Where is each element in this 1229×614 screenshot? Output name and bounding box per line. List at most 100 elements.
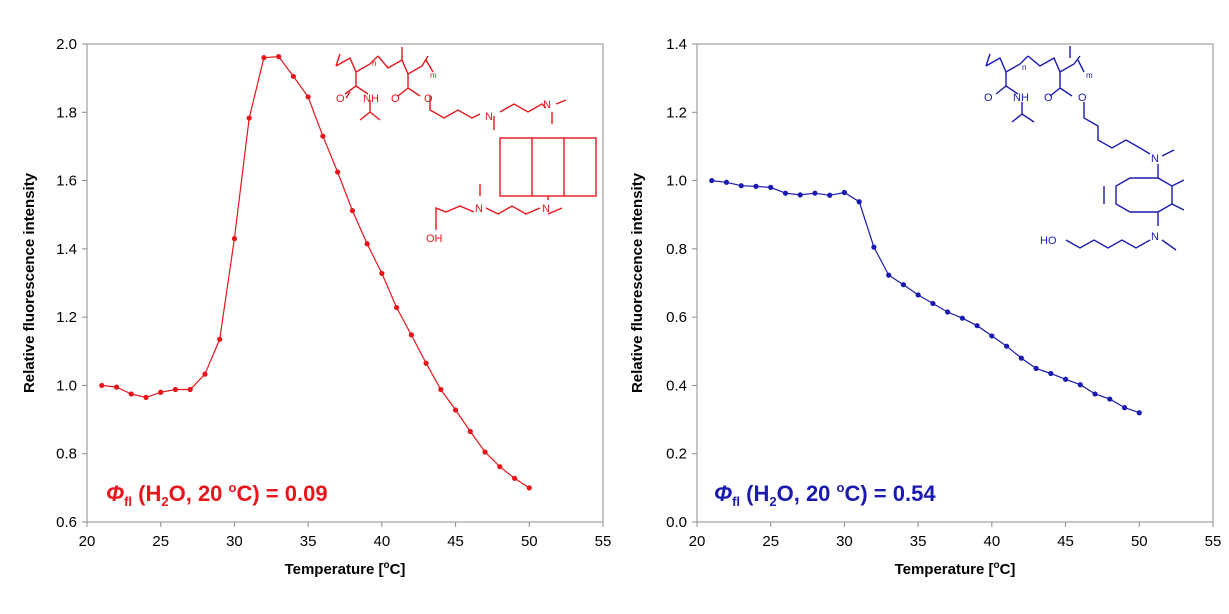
- svg-text:N: N: [485, 111, 493, 123]
- y-tick-label: 0.0: [666, 514, 687, 531]
- data-point: [379, 270, 385, 277]
- x-tick-label: 35: [910, 533, 927, 550]
- data-point: [158, 389, 164, 395]
- plot-frame: [696, 43, 1214, 523]
- x-tick-label: 20: [689, 533, 706, 550]
- data-point: [959, 315, 965, 321]
- y-tick-label: 0.8: [666, 241, 687, 258]
- data-point: [723, 179, 730, 185]
- svg-text:N: N: [1151, 231, 1159, 243]
- y-axis-label: Relative fluorescence intensity: [21, 172, 38, 393]
- quantum-yield-annotation: Φfl (H2O, 20 oC) = 0.54: [714, 480, 936, 509]
- data-point: [290, 73, 296, 80]
- data-point: [408, 332, 414, 338]
- data-point: [246, 115, 252, 121]
- y-tick-label: 1.2: [666, 104, 687, 121]
- data-point: [364, 241, 370, 247]
- series-line: [99, 54, 532, 491]
- y-tick-label: 2.0: [56, 36, 77, 53]
- data-point: [1004, 343, 1010, 349]
- data-point: [202, 371, 208, 377]
- data-point: [827, 192, 833, 198]
- data-point: [1136, 410, 1142, 416]
- data-point: [1107, 396, 1113, 402]
- y-tick-label: 1.6: [56, 173, 77, 190]
- data-point: [452, 407, 459, 413]
- y-tick-label: 0.4: [666, 377, 687, 394]
- y-axis-label: Relative fluorescence intensity: [629, 172, 646, 393]
- svg-text:N: N: [475, 203, 483, 215]
- y-tick-label: 1.0: [56, 377, 77, 394]
- svg-text:m: m: [430, 71, 437, 80]
- svg-text:N: N: [542, 203, 550, 215]
- x-axis-label: Temperature [oC]: [895, 560, 1016, 578]
- y-tick-label: 1.8: [56, 104, 77, 121]
- svg-text:O: O: [1044, 92, 1053, 104]
- series-polyline: [711, 180, 1140, 414]
- y-tick-label: 1.2: [56, 309, 77, 326]
- data-point: [1121, 405, 1128, 411]
- svg-text:O: O: [336, 93, 345, 105]
- x-tick-label: 45: [1057, 533, 1074, 550]
- data-point: [989, 333, 995, 339]
- x-tick-label: 30: [226, 533, 243, 550]
- data-point: [276, 54, 282, 60]
- data-point: [335, 169, 341, 175]
- data-point: [812, 190, 818, 196]
- data-point: [841, 189, 848, 196]
- svg-text:O: O: [984, 92, 993, 104]
- y-axis: 0.6 0.8 1.0 1.2 1.4 1.6 1.8 2.0: [56, 36, 87, 531]
- chart-right: 20 25 30 35 40 45 50 55 0.0 0.2 0.4 0.6 0.8 1.0 1.2 1.…: [629, 36, 1221, 578]
- svg-text:O: O: [391, 93, 400, 105]
- x-tick-label: 40: [374, 533, 391, 550]
- x-axis: 20 25 30 35 40 45 50 55: [689, 522, 1221, 550]
- svg-text:n: n: [372, 59, 376, 68]
- data-point: [915, 292, 921, 298]
- data-point: [768, 184, 774, 190]
- svg-text:O: O: [424, 93, 433, 105]
- data-point: [1033, 365, 1039, 371]
- data-point: [1048, 370, 1054, 377]
- x-axis: 20 25 30 35 40 45 50 55: [79, 522, 611, 550]
- svg-text:N: N: [543, 99, 551, 111]
- series-line: [709, 177, 1142, 416]
- chemical-structure: [985, 46, 1185, 251]
- data-point: [753, 183, 759, 189]
- data-point: [782, 190, 789, 196]
- y-tick-label: 1.0: [666, 173, 687, 190]
- data-point: [423, 360, 429, 366]
- svg-text:m: m: [1086, 71, 1093, 80]
- x-tick-label: 50: [1131, 533, 1148, 550]
- data-point: [231, 236, 238, 242]
- data-point: [1018, 355, 1024, 361]
- data-point: [172, 386, 179, 393]
- data-point: [930, 300, 936, 307]
- data-point: [497, 464, 503, 470]
- data-point: [856, 199, 862, 205]
- data-point: [394, 304, 400, 311]
- data-point: [738, 183, 744, 189]
- svg-text:HO: HO: [1040, 235, 1057, 247]
- data-point: [349, 208, 355, 214]
- svg-text:O: O: [1078, 92, 1087, 104]
- chart-left: 20 25 30 35 40 45 50 55 0.6 0.8 1.0 1.2 1.4 1.6 1.8 2.…: [21, 36, 611, 578]
- series-polyline: [101, 55, 530, 489]
- plot-frame: [86, 43, 604, 523]
- svg-text:NH: NH: [363, 93, 379, 105]
- x-tick-label: 25: [152, 533, 169, 550]
- data-point: [482, 449, 488, 455]
- data-point: [143, 394, 149, 400]
- data-point: [128, 391, 134, 397]
- data-point: [261, 55, 267, 61]
- x-tick-label: 25: [762, 533, 779, 550]
- y-axis: 0.0 0.2 0.4 0.6 0.8 1.0 1.2 1.4: [666, 36, 697, 531]
- data-point: [526, 485, 532, 491]
- data-point: [797, 192, 803, 198]
- data-point: [1092, 391, 1098, 397]
- y-tick-label: 1.4: [666, 36, 687, 53]
- data-point: [945, 309, 951, 315]
- x-tick-label: 20: [79, 533, 96, 550]
- x-tick-label: 30: [836, 533, 853, 550]
- chemical-structure-labels: n m O NH O O N N HO: [984, 63, 1159, 247]
- svg-text:NH: NH: [1013, 92, 1029, 104]
